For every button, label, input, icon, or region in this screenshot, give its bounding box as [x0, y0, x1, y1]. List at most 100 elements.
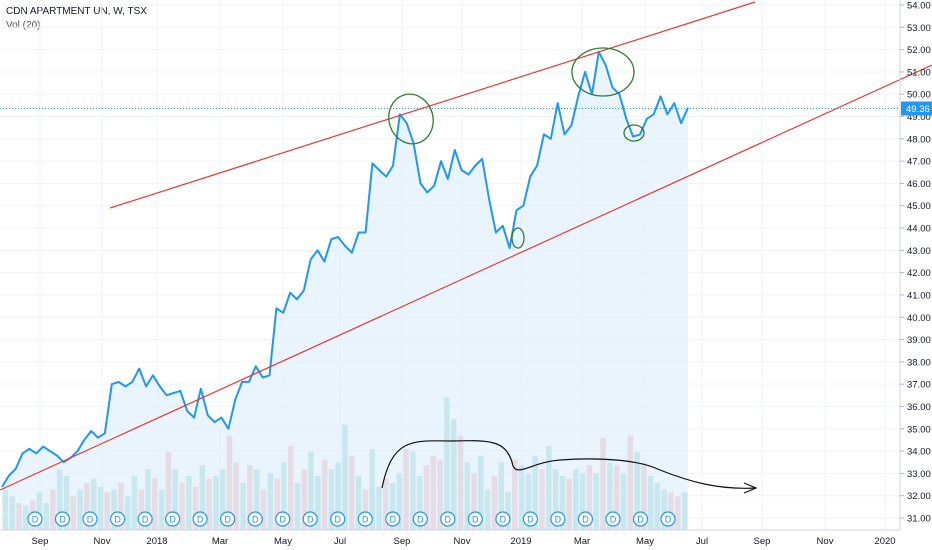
time-tick-label: Mar: [212, 536, 228, 547]
dividend-marker[interactable]: D: [495, 511, 511, 527]
dividend-marker-label: D: [252, 515, 259, 525]
time-tick-label: Sep: [754, 536, 771, 547]
dividend-marker[interactable]: D: [109, 511, 126, 527]
annotation-circle-low: [511, 227, 525, 249]
time-tick-label: 2020: [874, 536, 895, 547]
dividend-marker-label: D: [362, 515, 369, 525]
price-tick-label: 31.00: [907, 514, 931, 525]
time-tick-label: Sep: [394, 536, 411, 547]
dividend-marker-label: D: [390, 515, 397, 525]
price-area-fill: [2, 51, 688, 531]
time-tick-label: Nov: [454, 536, 471, 547]
price-tick-label: 45.00: [907, 201, 931, 212]
price-tick-label: 39.00: [907, 335, 931, 346]
time-tick-label: Jul: [696, 536, 708, 547]
time-tick-label: 2019: [510, 536, 531, 547]
time-tick-label: Sep: [32, 536, 49, 547]
dividend-marker-label: D: [279, 515, 286, 525]
dividend-marker-label: D: [334, 515, 341, 525]
last-price-badge: [901, 101, 932, 116]
chart-title: CDN APARTMENT UN, W, TSX: [6, 6, 147, 17]
dividend-marker[interactable]: D: [440, 511, 456, 527]
time-tick-label: Mar: [574, 536, 590, 547]
price-axis[interactable]: 31.00 32.00 33.00 34.00 35.00 36.00 37.00 38.00…: [899, 0, 932, 530]
dividend-marker[interactable]: D: [165, 511, 181, 527]
dividend-marker-label: D: [582, 515, 589, 525]
dividend-marker-label: D: [224, 515, 231, 525]
dividend-marker-label: D: [527, 515, 534, 525]
dividend-marker[interactable]: D: [275, 511, 291, 527]
annotation-circle-top-1: [388, 93, 434, 145]
time-tick-label: May: [636, 536, 654, 547]
dividend-marker[interactable]: D: [412, 511, 428, 527]
dividend-marker[interactable]: D: [385, 511, 401, 527]
dividend-marker[interactable]: D: [632, 511, 649, 527]
price-tick-label: 47.00: [907, 157, 931, 168]
time-tick-label: Nov: [94, 536, 111, 547]
price-tick-label: 49.00: [907, 112, 931, 123]
dividend-marker[interactable]: D: [577, 511, 594, 527]
price-tick-label: 48.00: [907, 134, 931, 145]
annotation-arrowhead: [743, 482, 758, 494]
dividend-marker-label: D: [142, 515, 149, 525]
price-tick-label: 33.00: [907, 469, 931, 480]
time-axis[interactable]: Sep Nov 2018 Mar May Jul Sep Nov 2019 Mar May Jul Se…: [0, 529, 900, 547]
dividend-marker[interactable]: D: [660, 511, 676, 527]
price-tick-label: 37.00: [907, 380, 931, 391]
price-tick-label: 53.00: [907, 23, 931, 34]
price-tick-label: 51.00: [907, 67, 931, 78]
dividend-marker[interactable]: D: [82, 511, 98, 527]
dividend-marker-label: D: [197, 515, 204, 525]
price-tick-label: 41.00: [907, 290, 931, 301]
price-tick-label: 52.00: [907, 45, 931, 56]
dividend-marker-label: D: [169, 515, 176, 525]
dividend-marker-label: D: [472, 515, 479, 525]
price-tick-label: 46.00: [907, 179, 931, 190]
dividend-marker-label: D: [32, 515, 39, 525]
time-tick-label: Nov: [817, 536, 834, 547]
time-tick-label: Jul: [334, 536, 346, 547]
dividend-marker-label: D: [610, 515, 617, 525]
dividend-marker[interactable]: D: [550, 511, 566, 527]
upper-trend-line: [109, 1, 756, 209]
dividend-marker-label: D: [637, 515, 644, 525]
price-tick-label: 35.00: [907, 424, 931, 435]
price-tick-label: 32.00: [907, 491, 931, 502]
dividend-marker-label: D: [665, 515, 672, 525]
last-price-label: 49.36: [906, 104, 930, 115]
annotations: [381, 47, 758, 494]
dividend-marker[interactable]: D: [54, 511, 71, 527]
dividend-marker-label: D: [417, 515, 424, 525]
volume-indicator-label: Vol (20): [6, 20, 41, 31]
dividend-marker[interactable]: D: [605, 511, 621, 527]
dividend-marker[interactable]: D: [247, 511, 263, 527]
dividend-marker[interactable]: D: [192, 511, 208, 527]
annotation-circle-top-2: [571, 47, 635, 97]
dividend-marker[interactable]: D: [27, 511, 43, 527]
dividend-marker[interactable]: D: [137, 511, 153, 527]
price-tick-label: 44.00: [907, 224, 931, 235]
dividend-marker[interactable]: D: [467, 511, 483, 527]
time-tick-label: 2018: [146, 536, 167, 547]
price-tick-label: 36.00: [907, 402, 931, 413]
dividend-marker[interactable]: D: [302, 511, 318, 527]
price-tick-label: 50.00: [907, 90, 931, 101]
dividend-marker[interactable]: D: [522, 511, 539, 527]
dividend-marker-label: D: [87, 515, 94, 525]
lower-trend-line: [0, 64, 932, 491]
annotation-volume-curve: [381, 440, 756, 489]
dividend-marker-label: D: [445, 515, 452, 525]
price-area: [0, 50, 900, 531]
dividend-marker-label: D: [555, 515, 562, 525]
price-line: [1, 50, 689, 488]
price-tick-label: 40.00: [907, 313, 931, 324]
price-tick-label: 42.00: [907, 268, 931, 279]
annotation-circle-right: [623, 124, 645, 142]
dividend-marker[interactable]: D: [220, 511, 236, 527]
dividend-marker-label: D: [307, 515, 314, 525]
time-tick-label: May: [274, 536, 292, 547]
dividend-marker[interactable]: D: [330, 511, 346, 527]
dividend-marker[interactable]: D: [357, 511, 373, 527]
